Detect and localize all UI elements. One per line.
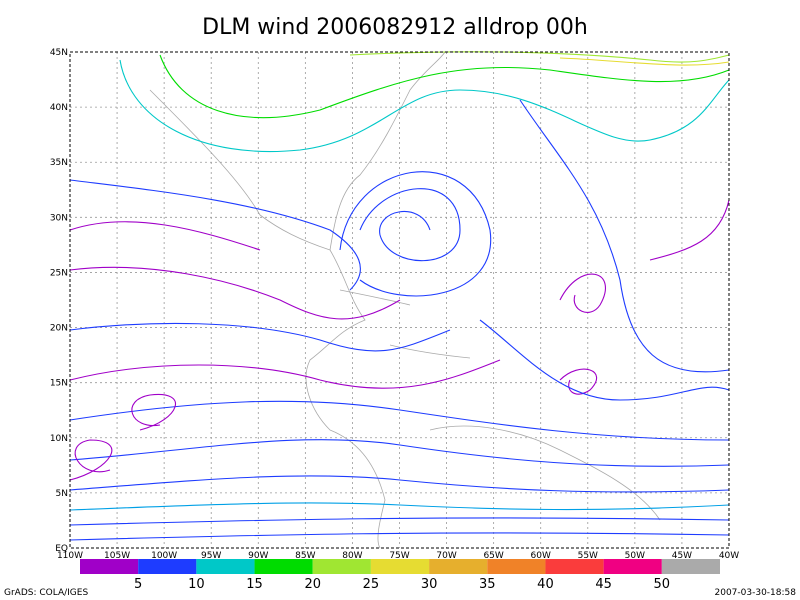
lat-label: 15N [50,379,68,389]
colorbar-swatch [80,559,139,574]
colorbar-swatch [429,559,488,574]
colorbar-label: 50 [654,577,671,592]
lon-label: 60W [531,551,551,561]
footer-right: 2007-03-30-18:58 [715,588,797,598]
colorbar-label: 5 [134,577,142,592]
colorbar-swatch [370,559,430,574]
lon-label: 65W [483,551,503,561]
map-frame [69,51,730,549]
lat-label: EQ [55,544,68,554]
lon-label: 45W [672,551,692,561]
lon-label: 40W [719,551,739,561]
colorbar: 5 10 15 20 25 30 35 40 45 50 [80,559,720,592]
lon-label: 90W [248,551,268,561]
colorbar-swatch [487,559,546,574]
colorbar-label: 10 [188,577,205,592]
lon-label: 110W [57,551,83,561]
colorbar-label: 35 [479,577,496,592]
lat-label: 45N [50,48,68,58]
colorbar-label: 15 [246,577,263,592]
lon-label: 85W [295,551,315,561]
colorbar-swatch [661,559,720,574]
lon-label: 70W [436,551,456,561]
lat-label: 5N [56,489,68,499]
lon-label: 80W [342,551,362,561]
lon-label: 95W [201,551,221,561]
streamlines [69,51,730,541]
coastlines [149,51,661,549]
lat-label: 10N [50,434,68,444]
lon-label: 100W [151,551,177,561]
colorbar-swatch [196,559,255,574]
lon-label: 55W [578,551,598,561]
colorbar-swatch [138,559,197,574]
colorbar-swatch [254,559,313,574]
colorbar-swatch [312,559,371,574]
colorbar-label: 20 [304,577,321,592]
colorbar-label: 25 [363,577,380,592]
lat-label: 40N [50,103,68,113]
lon-label: 105W [104,551,130,561]
lon-label: 50W [625,551,645,561]
colorbar-label: 30 [421,577,438,592]
lat-label: 35N [50,158,68,168]
lat-label: 25N [50,268,68,278]
lon-label: 75W [389,551,409,561]
lat-label: 30N [50,213,68,223]
colorbar-swatch [603,559,662,574]
colorbar-label: 40 [537,577,554,592]
footer-left: GrADS: COLA/IGES [4,588,88,598]
axis-labels: EQ 5N 10N 15N 20N 25N 30N 35N 40N 45N 110W 105W 100W… [50,48,739,561]
lat-label: 20N [50,324,68,334]
colorbar-swatch [545,559,604,574]
colorbar-label: 45 [595,577,612,592]
map-title: DLM wind 2006082912 alldrop 00h [202,15,588,40]
